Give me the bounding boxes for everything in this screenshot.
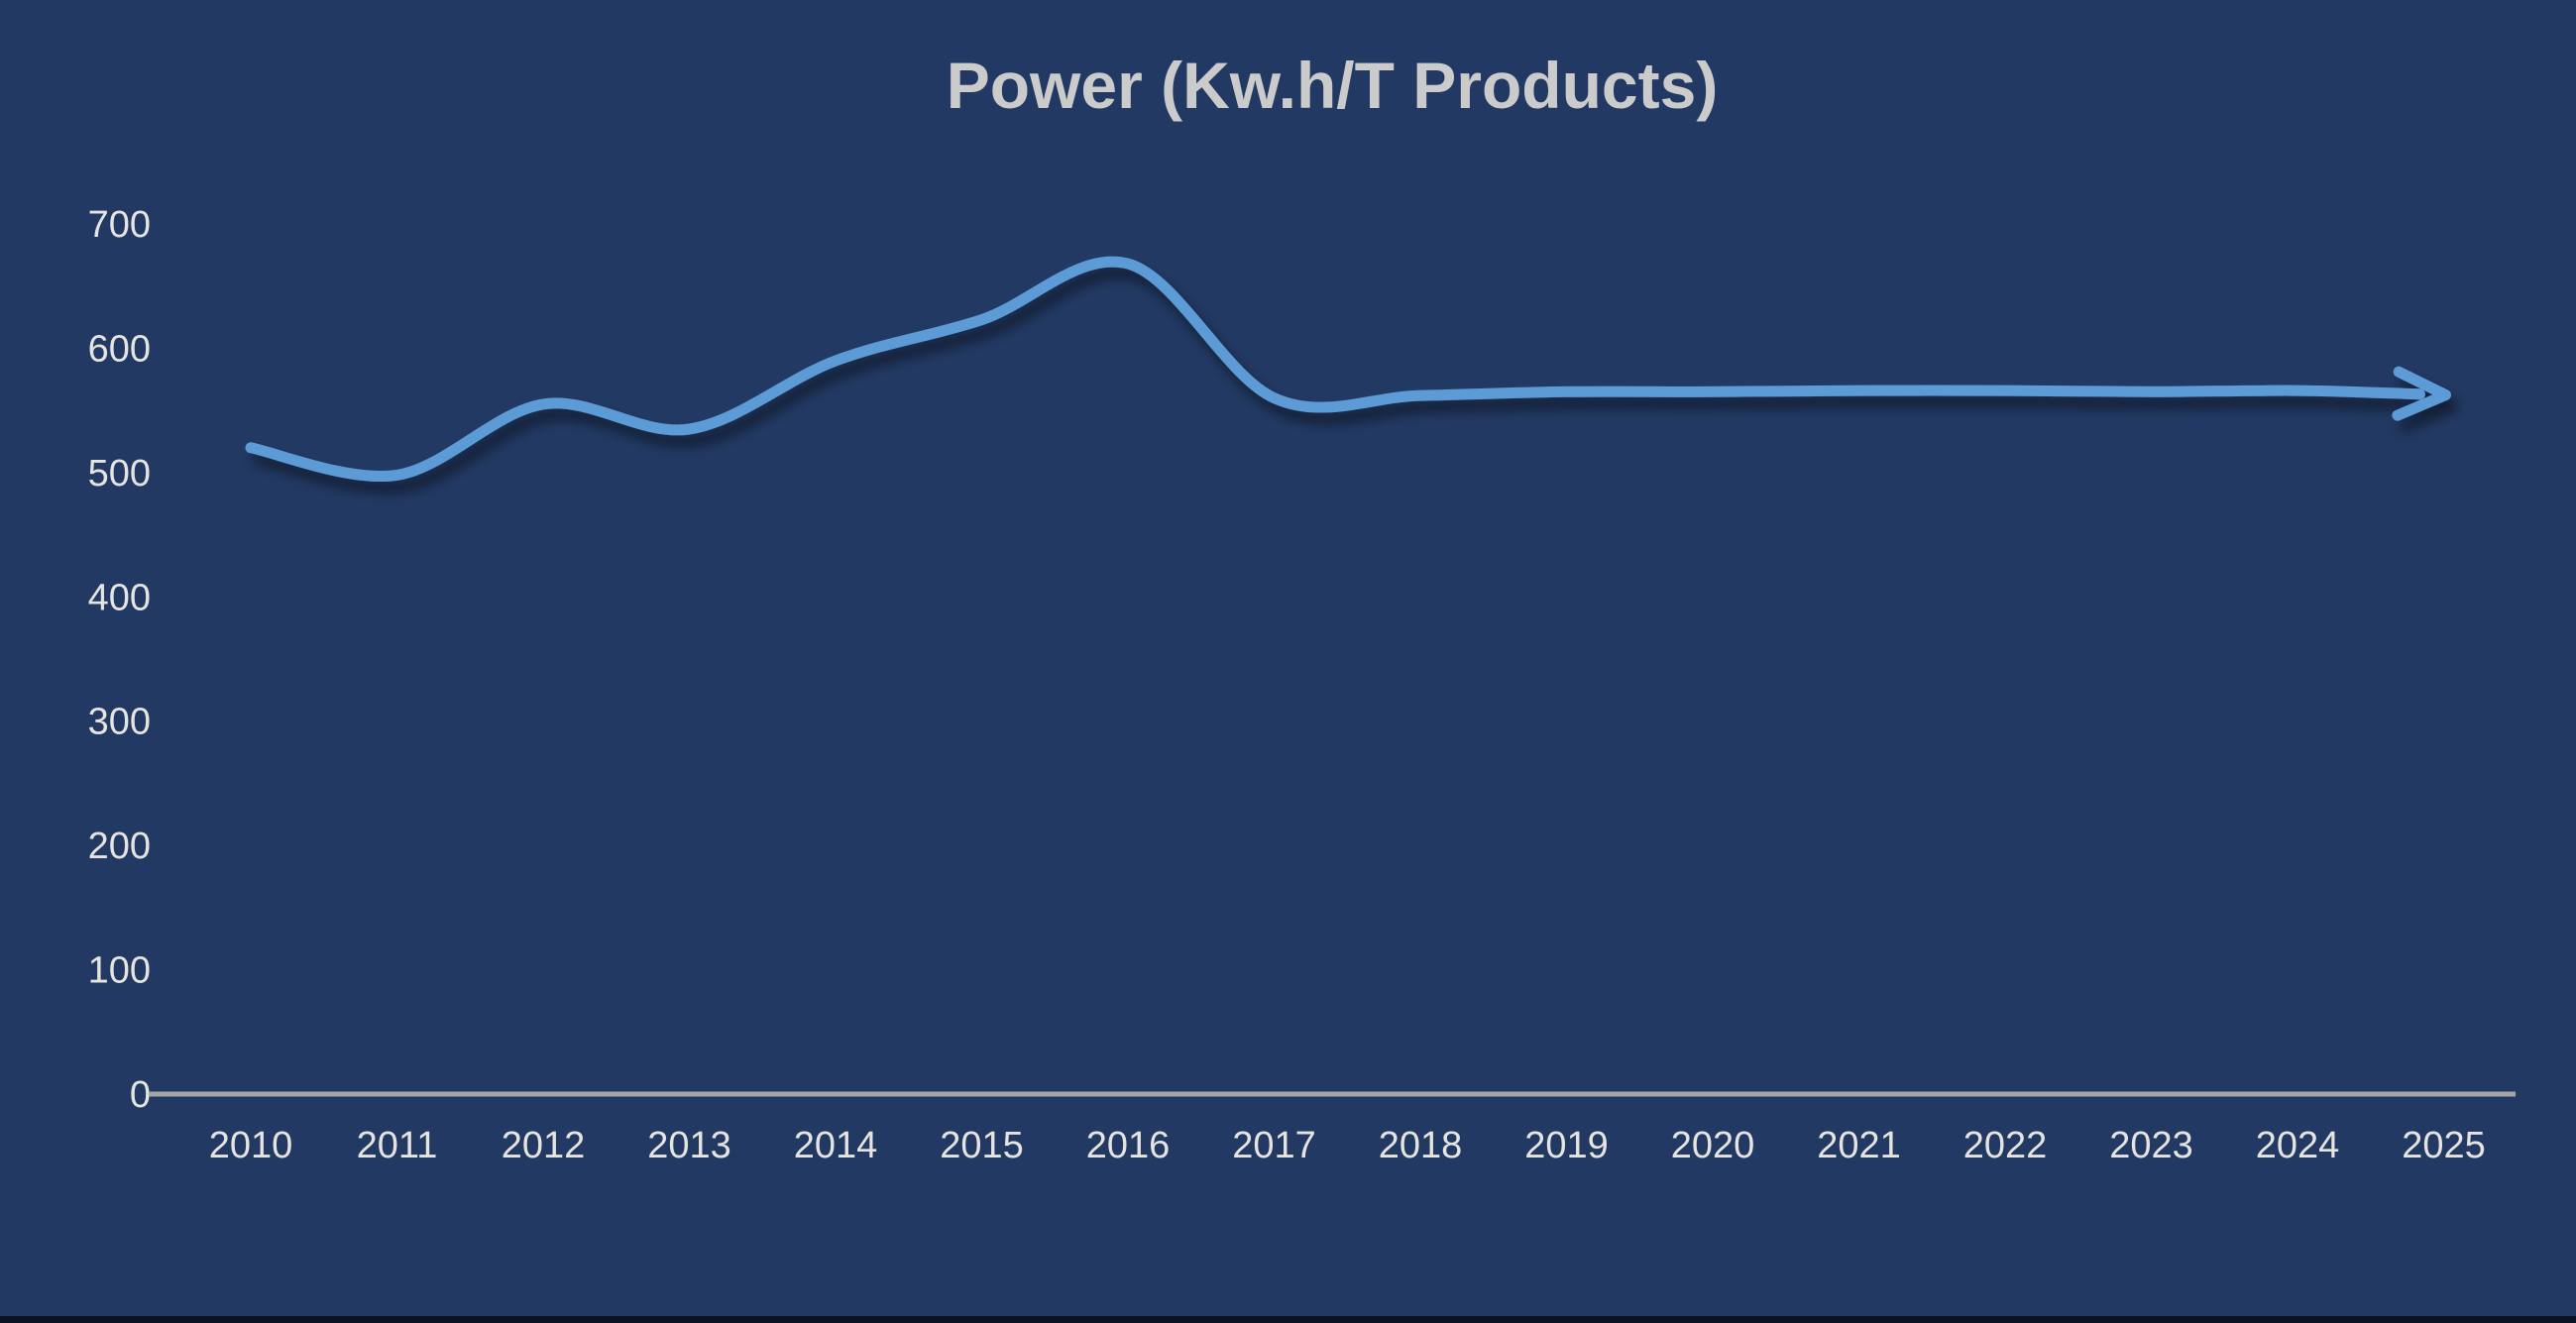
x-tick-label: 2011 [357, 1125, 438, 1166]
x-tick-label: 2015 [940, 1125, 1024, 1166]
window-bottom-edge [0, 1316, 2576, 1323]
x-tick-label: 2017 [1232, 1125, 1316, 1166]
power-series-line [245, 256, 2451, 482]
x-tick-label: 2021 [1817, 1125, 1901, 1166]
x-tick-label: 2025 [2402, 1125, 2486, 1166]
y-tick-label: 600 [88, 328, 151, 370]
x-tick-label: 2022 [1963, 1125, 2048, 1166]
y-tick-label: 200 [88, 826, 151, 867]
x-axis-tick-labels: 2010 2011 2012 2013 2014 2015 2016 2017 2018 2019… [209, 1125, 2486, 1166]
x-tick-label: 2019 [1524, 1125, 1609, 1166]
x-tick-label: 2013 [647, 1125, 731, 1166]
y-tick-label: 0 [130, 1074, 151, 1116]
x-tick-label: 2018 [1379, 1125, 1463, 1166]
x-tick-label: 2016 [1086, 1125, 1171, 1166]
x-tick-label: 2024 [2256, 1125, 2340, 1166]
chart-title: Power (Kw.h/T Products) [946, 49, 1719, 122]
x-tick-label: 2012 [502, 1125, 586, 1166]
y-axis-tick-labels: 0 100 200 300 400 500 600 700 [88, 204, 151, 1116]
x-tick-label: 2014 [794, 1125, 878, 1166]
y-tick-label: 300 [88, 702, 151, 743]
y-tick-label: 400 [88, 577, 151, 618]
y-tick-label: 500 [88, 453, 151, 495]
y-tick-label: 700 [88, 204, 151, 246]
x-tick-label: 2010 [209, 1125, 293, 1166]
x-tick-label: 2023 [2109, 1125, 2193, 1166]
y-tick-label: 100 [88, 950, 151, 992]
x-tick-label: 2020 [1671, 1125, 1755, 1166]
